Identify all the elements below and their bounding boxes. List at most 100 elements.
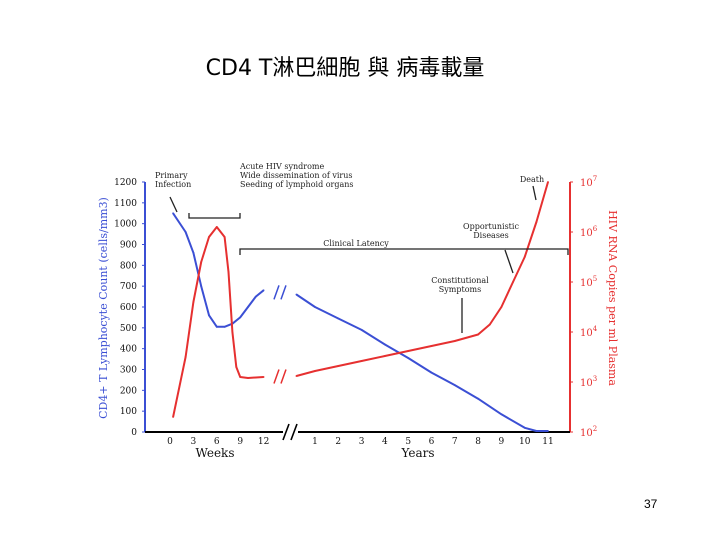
opportunistic-pointer — [504, 249, 514, 274]
annotation-latency-line: Clinical Latency — [323, 239, 389, 248]
cd4-point — [192, 251, 195, 254]
right-tick-label: 105 — [580, 275, 597, 289]
rna-point — [430, 345, 433, 347]
cd4-point — [223, 325, 226, 328]
x-tick-label-weeks: 12 — [258, 437, 269, 447]
rna-line-years — [296, 181, 549, 377]
cd4-point — [430, 371, 433, 374]
right-tick-label: 103 — [580, 375, 597, 389]
left-tick-label: 1200 — [114, 178, 137, 188]
annotation-constitutional-line: Constitutional — [431, 276, 489, 285]
rna-line-weeks — [172, 226, 264, 418]
x-tick-label-years: 7 — [452, 437, 458, 447]
left-tick-label: 600 — [120, 303, 137, 313]
rna-point — [337, 365, 340, 367]
cd4-point — [172, 212, 175, 215]
annotation-primary-line: Primary — [155, 171, 188, 180]
right-tick-label: 102 — [580, 425, 597, 439]
rna-point — [535, 221, 538, 223]
cd4-point — [453, 384, 456, 386]
rna-point — [172, 416, 175, 418]
primary-infection-pointer — [169, 196, 178, 213]
clinical-latency-bracket — [239, 248, 569, 255]
right-tick-label: 106 — [580, 225, 598, 239]
x-tick-label-years: 3 — [359, 437, 365, 447]
x-axis-label-weeks: Weeks — [196, 446, 235, 460]
cd4-point — [200, 285, 203, 288]
rna-point — [208, 236, 210, 238]
x-tick-label-weeks: 9 — [237, 437, 243, 447]
rna-point — [488, 323, 491, 326]
cd4-line-weeks — [172, 212, 265, 328]
annotation-opportunistic-line: Opportunistic — [463, 222, 519, 231]
right-tick-label: 104 — [580, 325, 598, 339]
cd4-point — [295, 293, 298, 296]
cd4-point — [360, 329, 363, 331]
rna-point — [547, 181, 549, 183]
cd4-point — [407, 357, 410, 359]
annotation-primary-line: Infection — [155, 180, 191, 189]
x-tick-label-years: 10 — [519, 437, 531, 447]
x-tick-label-years: 1 — [312, 437, 318, 447]
cd4-point — [215, 325, 218, 328]
x-tick-label-weeks: 3 — [191, 437, 197, 447]
death-pointer — [532, 185, 537, 201]
x-tick-label-weeks: 0 — [167, 437, 173, 447]
acute-phase-bracket — [188, 213, 241, 219]
x-tick-label-years: 2 — [335, 437, 341, 447]
rna-point — [407, 350, 410, 352]
rna-point — [314, 370, 316, 372]
cd4-point — [262, 289, 265, 292]
rna-point — [215, 226, 218, 228]
x-tick-label-weeks: 6 — [214, 437, 220, 447]
cd4-point — [477, 397, 479, 400]
rna-point — [247, 377, 249, 379]
rna-point — [295, 375, 298, 377]
cd4-line-years — [295, 293, 548, 432]
rna-point — [500, 306, 503, 308]
annotation-opportunistic-line: Diseases — [473, 231, 509, 240]
left-tick-label: 1000 — [114, 220, 137, 230]
page-number: 37 — [644, 497, 658, 511]
rna-point — [254, 376, 257, 379]
rna-point — [453, 340, 456, 342]
rna-point — [262, 376, 265, 378]
rna-point — [360, 360, 363, 362]
left-tick-label: 200 — [120, 386, 137, 396]
cd4-point — [239, 316, 242, 319]
left-tick-label: 100 — [120, 407, 137, 417]
x-axis-break-mark — [282, 423, 298, 441]
annotation-acute-line: Acute HIV syndrome — [239, 162, 324, 171]
x-tick-label-years: 11 — [542, 437, 553, 447]
x-tick-label-years: 9 — [499, 437, 505, 447]
rna-point — [477, 333, 479, 336]
x-tick-label-years: 8 — [475, 437, 481, 447]
rna-point — [235, 366, 238, 368]
rna-point — [227, 271, 230, 273]
rna-point — [192, 301, 195, 303]
rna-point — [523, 256, 526, 258]
left-tick-label: 800 — [120, 261, 137, 271]
rna-point — [512, 281, 514, 283]
rna-point — [223, 236, 226, 238]
x-axis-label-years: Years — [400, 446, 434, 460]
annotation-death-line: Death — [520, 175, 544, 184]
rna-point — [184, 356, 187, 358]
left-tick-label: 700 — [120, 282, 137, 292]
rna-point — [200, 261, 203, 263]
cd4-point — [500, 413, 503, 416]
left-tick-label: 500 — [120, 324, 137, 334]
left-tick-label: 900 — [120, 241, 137, 251]
cd4-point — [184, 231, 187, 233]
rna-point — [384, 355, 386, 357]
right-tick-label: 107 — [580, 175, 597, 189]
x-tick-label-years: 6 — [429, 437, 435, 447]
x-tick-label-years: 4 — [382, 437, 388, 447]
annotation-constitutional-line: Symptoms — [439, 285, 481, 294]
right-axis-title: HIV RNA Copies per ml Plasma — [606, 210, 619, 386]
slide-title: CD4 T淋巴細胞 與 病毒載量 — [205, 56, 485, 81]
left-tick-label: 0 — [131, 428, 137, 438]
x-tick-label-years: 5 — [405, 437, 411, 447]
cd4-point — [535, 430, 538, 432]
